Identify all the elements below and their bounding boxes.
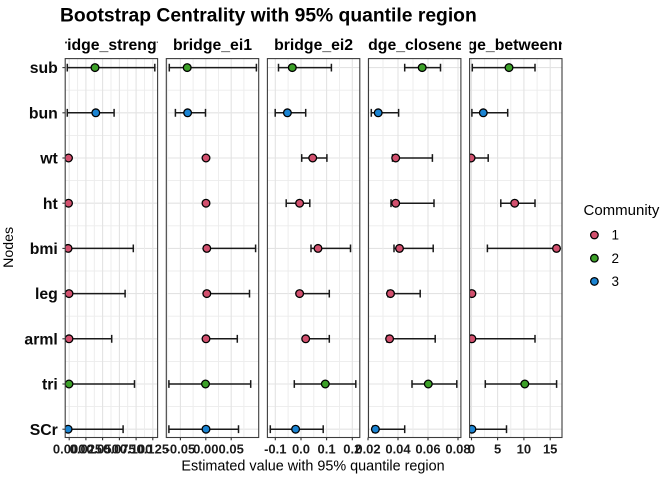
svg-text:bridge_closeness: bridge_closeness <box>348 37 482 54</box>
svg-text:0.025: 0.025 <box>70 442 103 457</box>
svg-text:0: 0 <box>468 442 475 457</box>
svg-text:0.00: 0.00 <box>193 442 218 457</box>
svg-text:0.05: 0.05 <box>219 442 244 457</box>
svg-text:5: 5 <box>494 442 501 457</box>
svg-text:tri: tri <box>42 377 58 394</box>
svg-text:0.08: 0.08 <box>445 442 470 457</box>
svg-text:Estimated value with 95% quant: Estimated value with 95% quantile region <box>181 459 444 475</box>
svg-text:10: 10 <box>517 442 531 457</box>
svg-text:0.100: 0.100 <box>120 442 153 457</box>
svg-text:Bootstrap Centrality with 95%: Bootstrap Centrality with 95% quantile r… <box>60 6 477 27</box>
svg-text:arml: arml <box>24 331 57 348</box>
svg-text:bridge_strength: bridge_strength <box>51 37 171 54</box>
svg-text:0.06: 0.06 <box>415 442 440 457</box>
svg-text:bun: bun <box>29 105 58 122</box>
svg-text:ht: ht <box>43 196 59 213</box>
svg-text:bridge_ei2: bridge_ei2 <box>274 37 353 54</box>
svg-text:Community: Community <box>584 202 660 219</box>
svg-text:SCr: SCr <box>30 422 58 439</box>
svg-text:3: 3 <box>612 274 620 289</box>
svg-text:0.2: 0.2 <box>343 442 361 457</box>
svg-text:0.000: 0.000 <box>53 442 86 457</box>
svg-text:0.075: 0.075 <box>103 442 136 457</box>
svg-text:0.04: 0.04 <box>385 442 411 457</box>
svg-text:0.0: 0.0 <box>292 442 310 457</box>
svg-text:wt: wt <box>39 151 58 168</box>
svg-text:bridge_betweenness: bridge_betweenness <box>438 37 594 54</box>
svg-text:bridge_ei1: bridge_ei1 <box>173 37 252 54</box>
svg-text:0.050: 0.050 <box>86 442 119 457</box>
svg-text:-0.1: -0.1 <box>264 442 286 457</box>
svg-text:15: 15 <box>543 442 557 457</box>
svg-text:0.125: 0.125 <box>137 442 170 457</box>
svg-text:0.1: 0.1 <box>318 442 336 457</box>
svg-text:Nodes: Nodes <box>1 227 17 268</box>
svg-text:sub: sub <box>30 60 58 77</box>
svg-text:0.02: 0.02 <box>355 442 380 457</box>
svg-text:-0.05: -0.05 <box>166 442 196 457</box>
svg-text:1: 1 <box>612 228 620 243</box>
svg-text:leg: leg <box>35 286 58 303</box>
svg-text:bmi: bmi <box>30 241 58 258</box>
svg-text:2: 2 <box>612 251 620 266</box>
